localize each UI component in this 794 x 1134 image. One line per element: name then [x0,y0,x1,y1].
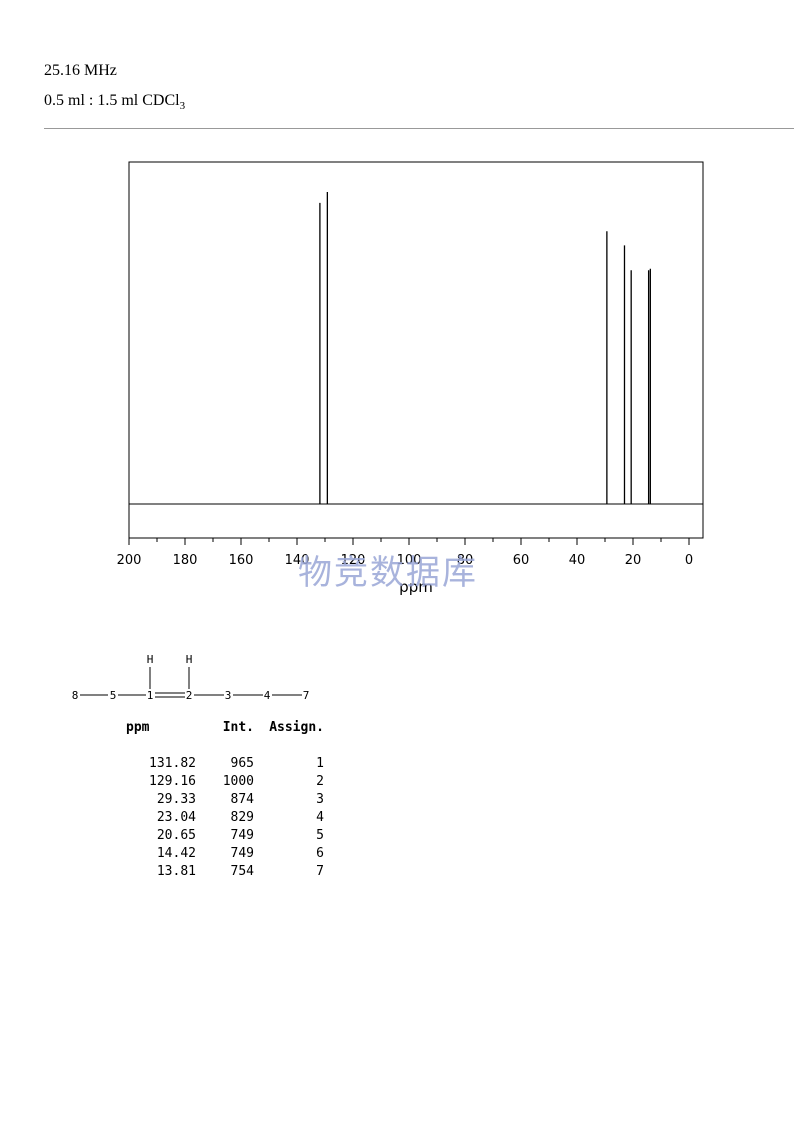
nmr-spectrum-chart: 200 180 160 140 120 100 80 60 40 20 0 ppm [117,161,704,596]
spectrometer-frequency: 25.16 MHz [44,62,117,79]
watermark: 物竞数据库 [298,553,478,593]
table-header-row: ppm Int. Assign. [108,718,324,736]
hydrogen-label-2: H [186,653,193,666]
table-row: 129.16 1000 2 [108,772,324,790]
atom-label: 8 [72,689,79,702]
header-assign: Assign. [269,719,324,735]
hydrogen-label-1: H [147,653,154,666]
table-row: 14.42 749 6 [108,844,324,862]
atom-label: 1 [147,689,154,702]
x-tick-label: 180 [173,553,198,568]
cell-ppm: 131.82 [149,755,196,771]
header-ppm: ppm [126,719,150,735]
x-tick-label: 100 [397,553,422,568]
cell-ppm: 13.81 [156,863,196,879]
cell-assign: 3 [316,791,324,807]
solvent-subscript: 3 [179,100,186,113]
cell-ppm: 14.42 [156,845,196,861]
cell-int: 965 [230,755,254,771]
table-row: 20.65 749 5 [108,826,324,844]
cell-ppm: 29.33 [156,791,196,807]
peak-table: ppm Int. Assign. 131.82 965 1 129.16 1000 2 … [108,718,324,880]
cell-int: 829 [230,809,254,825]
header-divider [44,128,794,129]
atom-label: 5 [110,689,117,702]
cell-ppm: 20.65 [156,827,196,843]
x-tick-label: 160 [229,553,254,568]
table-spacer [108,736,324,754]
cell-assign: 4 [316,809,324,825]
atom-label: 7 [303,689,310,702]
cell-int: 754 [230,863,254,879]
cell-int: 874 [230,791,254,807]
cell-assign: 7 [316,863,324,879]
x-tick-label: 140 [285,553,310,568]
cell-assign: 2 [316,773,324,789]
ticks-layer: 200 180 160 140 120 100 80 60 40 20 0 [117,538,693,568]
table-row: 29.33 874 3 [108,790,324,808]
peaks-layer [319,192,651,504]
x-tick-label: 120 [341,553,366,568]
molecular-structure: H H 8 5 1 2 3 4 7 [72,653,310,702]
cell-assign: 1 [316,755,324,771]
table-row: 131.82 965 1 [108,754,324,772]
cell-assign: 6 [316,845,324,861]
x-tick-label: 0 [685,553,693,568]
cell-int: 749 [230,827,254,843]
atom-label: 2 [186,689,193,702]
x-tick-label: 80 [457,553,474,568]
table-row: 23.04 829 4 [108,808,324,826]
cell-ppm: 23.04 [156,809,196,825]
cell-int: 749 [230,845,254,861]
atom-label: 3 [225,689,232,702]
header-int: Int. [222,719,254,735]
atom-label: 4 [264,689,271,702]
cell-assign: 5 [316,827,324,843]
x-tick-label: 20 [625,553,642,568]
table-row: 13.81 754 7 [108,862,324,880]
x-axis-title: ppm [399,578,433,596]
cell-ppm: 129.16 [149,773,196,789]
x-tick-label: 40 [569,553,586,568]
x-tick-label: 60 [513,553,530,568]
plot-frame [128,161,704,539]
cell-int: 1000 [222,773,254,789]
solvent-text: 0.5 ml : 1.5 ml CDCl [44,92,180,109]
x-tick-label: 200 [117,553,142,568]
solvent-info: 0.5 ml : 1.5 ml CDCl3 [44,92,185,112]
